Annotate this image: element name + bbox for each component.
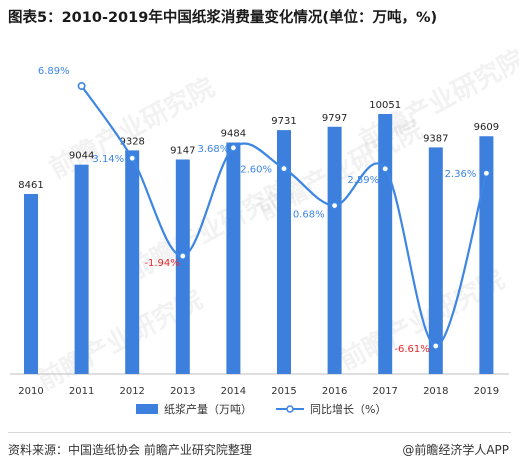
- bar-label-2015: 9731: [271, 116, 296, 127]
- growth-point-2013: [178, 252, 187, 261]
- x-tick-2018: 2018: [423, 386, 448, 397]
- x-tick-2013: 2013: [170, 386, 195, 397]
- growth-point-2012: [128, 154, 137, 163]
- bar-2015: [277, 130, 291, 374]
- growth-point-2011: [77, 82, 86, 91]
- growth-point-2014: [229, 143, 238, 152]
- bar-label-2012: 9328: [119, 136, 144, 147]
- growth-label-2014: 3.68%: [198, 144, 230, 155]
- growth-label-2017: 2.59%: [347, 175, 379, 186]
- growth-label-2015: 2.60%: [240, 165, 272, 176]
- bar-label-2010: 8461: [18, 180, 43, 191]
- legend-label-bar: 纸浆产量（万吨）: [164, 402, 252, 416]
- bar-label-2018: 9387: [423, 133, 448, 144]
- bar-2017: [378, 114, 393, 374]
- footer-divider: [8, 432, 511, 433]
- growth-label-2013: -1.94%: [144, 258, 179, 269]
- growth-point-2019: [482, 169, 491, 178]
- growth-label-2016: 0.68%: [293, 210, 325, 221]
- growth-point-2017: [381, 164, 390, 173]
- growth-point-2016: [330, 201, 339, 210]
- bar-label-2013: 9147: [170, 145, 195, 156]
- bar-2010: [24, 194, 38, 374]
- bar-2013: [175, 159, 190, 374]
- x-tick-2010: 2010: [18, 386, 43, 397]
- brand-credit: @前瞻经济学人APP: [402, 443, 509, 457]
- x-tick-2011: 2011: [69, 386, 94, 397]
- x-tick-2012: 2012: [119, 386, 144, 397]
- bar-label-2016: 9797: [322, 113, 347, 124]
- bar-2014: [226, 142, 241, 374]
- legend-swatch-marker: [286, 405, 294, 413]
- legend-swatch-bar: [136, 404, 158, 414]
- x-tick-2016: 2016: [322, 386, 347, 397]
- bar-2011: [74, 164, 89, 374]
- growth-label-2018: -6.61%: [394, 344, 429, 355]
- bar-2019: [479, 136, 494, 374]
- bar-label-2019: 9609: [474, 122, 499, 133]
- bar-2012: [125, 150, 140, 374]
- x-tick-2015: 2015: [271, 386, 296, 397]
- growth-label-2019: 2.36%: [445, 169, 477, 180]
- bar-label-2011: 9044: [69, 151, 94, 162]
- x-tick-2019: 2019: [474, 386, 499, 397]
- bar-label-2014: 9484: [221, 129, 246, 140]
- source-note: 资料来源：中国造纸协会 前瞻产业研究院整理: [8, 443, 252, 457]
- x-tick-2014: 2014: [221, 386, 246, 397]
- bar-label-2017: 10051: [369, 100, 401, 111]
- growth-point-2015: [279, 164, 288, 173]
- chart-title: 图表5：2010-2019年中国纸浆消费量变化情况(单位：万吨，%): [8, 10, 438, 26]
- bar-2018: [428, 147, 443, 374]
- growth-label-2011: 6.89%: [38, 66, 70, 77]
- growth-label-2012: 3.14%: [92, 154, 124, 165]
- x-tick-2017: 2017: [372, 386, 397, 397]
- growth-point-2018: [431, 341, 440, 350]
- bar-2016: [327, 126, 342, 374]
- legend-label-line: 同比增长（%）: [310, 402, 386, 416]
